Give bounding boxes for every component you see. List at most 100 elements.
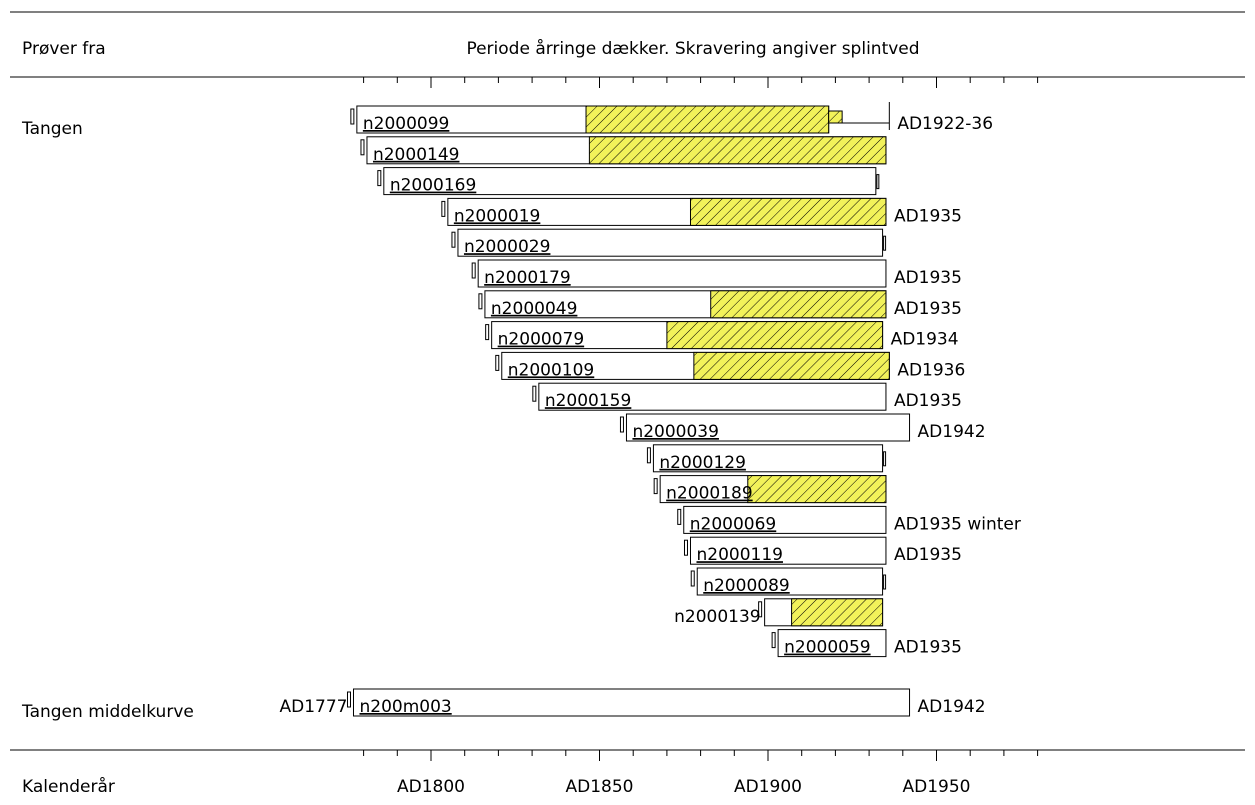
heartwood-bar <box>477 259 887 288</box>
sample-id-label: n2000179 <box>484 268 571 288</box>
sample-id-label: n2000159 <box>545 391 632 411</box>
sample-n2000059: n2000059 AD1935 <box>771 629 962 658</box>
sample-n2000079: n2000079 AD1934 <box>485 321 959 350</box>
pith-marker <box>451 231 456 248</box>
heartwood-bar <box>625 413 911 442</box>
pith-marker <box>653 478 658 495</box>
heartwood-bar <box>696 567 884 596</box>
group-label-tangen: Tangen <box>21 119 83 139</box>
pith-marker <box>377 170 382 187</box>
sapwood-bar <box>710 290 887 319</box>
sample-id-label: n2000139 <box>674 607 761 627</box>
sample-n2000019: n2000019 AD1935 <box>441 197 962 226</box>
sample-end-label: AD1935 <box>894 638 962 658</box>
sample-end-label: AD1935 <box>894 545 962 565</box>
sample-n2000089: n2000089 <box>690 567 887 596</box>
sapwood-bar <box>791 598 884 627</box>
pith-marker <box>677 508 682 525</box>
sapwood-bar <box>588 136 887 165</box>
pith-marker <box>771 632 776 649</box>
heartwood-bar <box>689 536 887 565</box>
pith-marker <box>646 447 651 464</box>
bark-marker <box>876 174 880 190</box>
sample-end-label: AD1936 <box>897 360 965 380</box>
sample-end-label: AD1935 <box>894 391 962 411</box>
pith-marker <box>683 539 688 556</box>
bottom-axis-ticks <box>363 750 1039 761</box>
sample-id-label: n2000089 <box>703 576 790 596</box>
pith-marker <box>495 354 500 371</box>
sample-id-label: n2000049 <box>491 299 578 319</box>
sample-n2000179: n2000179 AD1935 <box>471 259 962 288</box>
sample-id-label: n2000099 <box>363 114 450 134</box>
heartwood-bar <box>383 167 877 196</box>
x-tick-label-1900: AD1900 <box>734 777 802 797</box>
sample-end-label: AD1935 winter <box>894 514 1021 534</box>
sample-id-label: n2000039 <box>632 422 719 442</box>
pith-marker <box>619 416 624 433</box>
sample-n2000109: n2000109 AD1936 <box>495 351 965 380</box>
sample-end-label: AD1935 <box>894 268 962 288</box>
heartwood-bar <box>652 444 884 473</box>
sample-end-label: AD1934 <box>891 330 959 350</box>
sample-id-label: n2000109 <box>508 360 595 380</box>
sample-n2000069: n2000069 AD1935 winter <box>677 505 1021 534</box>
top-axis-ticks <box>363 77 1039 88</box>
sapwood-bar <box>747 475 887 504</box>
x-tick-label-1800: AD1800 <box>397 777 465 797</box>
pith-marker <box>690 570 695 587</box>
sample-end-label: AD1935 <box>894 299 962 319</box>
sample-id-label: n2000019 <box>454 206 540 226</box>
sample-n2000169: n2000169 <box>377 167 880 196</box>
sample-id-label: n2000129 <box>659 453 746 473</box>
sample-id-label: n2000189 <box>666 484 753 504</box>
bark-marker <box>883 235 887 251</box>
sample-id-label: n2000119 <box>696 545 783 565</box>
x-tick-label-1950: AD1950 <box>903 777 971 797</box>
sample-end-label: AD1942 <box>918 422 986 442</box>
sapwood-bar <box>666 321 884 350</box>
sample-id-label: n2000079 <box>498 330 585 350</box>
pith-marker <box>471 262 476 279</box>
pith-marker <box>478 293 483 310</box>
sapwood-bar <box>585 105 830 134</box>
sample-n2000099: n2000099 AD1922-36 <box>350 102 993 134</box>
pith-marker <box>350 108 355 125</box>
sample-n2000049: n2000049 AD1935 <box>478 290 962 319</box>
sample-end-label: AD1942 <box>918 697 986 717</box>
sample-id-label: n2000169 <box>390 176 477 196</box>
chart-title: Periode årringe dækker. Skravering angiv… <box>466 38 919 59</box>
sapwood-bar <box>689 197 887 226</box>
pith-marker <box>485 324 490 341</box>
sample-n2000039: n2000039 AD1942 <box>619 413 986 442</box>
sample-end-label: AD1935 <box>894 206 962 226</box>
pith-marker <box>441 200 446 217</box>
sample-n2000139: n2000139 <box>674 598 884 627</box>
sample-bars: n2000099 AD1922-36n2000149n2000169n200001… <box>280 102 1021 717</box>
pith-marker <box>360 139 365 156</box>
group-label-middelkurve: Tangen middelkurve <box>21 702 194 722</box>
sample-n2000029: n2000029 <box>451 228 887 257</box>
footer-left-label: Kalenderår <box>22 776 115 797</box>
pith-marker <box>758 601 763 618</box>
sample-id-label: n2000149 <box>373 145 460 165</box>
pith-marker <box>346 691 351 708</box>
bark-marker <box>883 451 887 467</box>
heartwood-bar <box>538 382 887 411</box>
x-tick-label-1850: AD1850 <box>566 777 634 797</box>
sample-start-label: AD1777 <box>280 697 348 717</box>
heartwood-bar <box>457 228 884 257</box>
sample-n2000189: n2000189 <box>653 475 887 504</box>
sapwood-bar <box>693 351 890 380</box>
sample-id-label: n2000069 <box>690 514 777 534</box>
sample-n2000149: n2000149 <box>360 136 887 165</box>
sample-id-label: n200m003 <box>359 697 451 717</box>
sample-n2000159: n2000159 AD1935 <box>532 382 962 411</box>
heartwood-bar <box>777 629 887 658</box>
heartwood-bar <box>352 688 911 717</box>
sample-n2000119: n2000119 AD1935 <box>683 536 962 565</box>
bark-marker <box>883 574 887 590</box>
header-left-label: Prøver fra <box>22 39 106 59</box>
sample-end-label: AD1922-36 <box>897 114 993 134</box>
